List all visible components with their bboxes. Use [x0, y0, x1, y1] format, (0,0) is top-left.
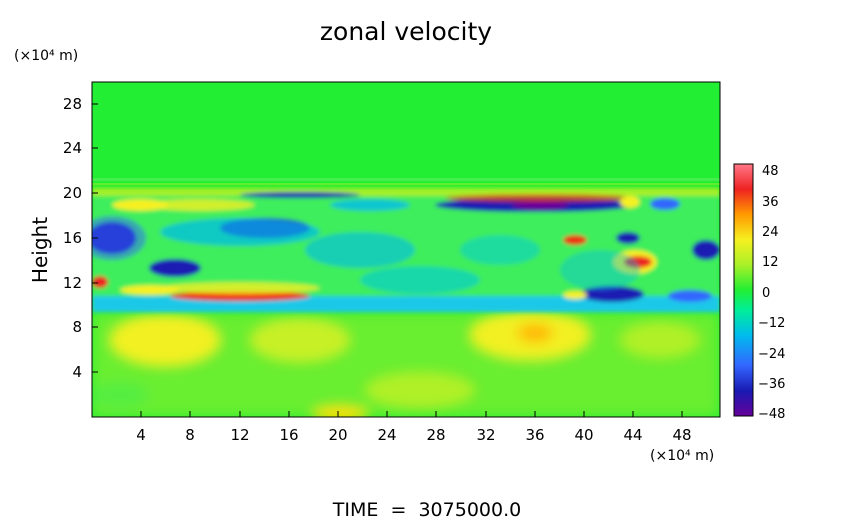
lower-blob — [365, 372, 475, 408]
anomaly — [305, 232, 415, 268]
upper-streak — [92, 183, 720, 185]
lower-blob — [620, 322, 700, 358]
anomaly — [92, 276, 108, 288]
anomaly — [445, 194, 635, 202]
x-tick-label: 36 — [525, 426, 544, 444]
y-tick-label: 20 — [63, 184, 82, 202]
band-edge — [92, 188, 720, 196]
heatmap-field — [92, 82, 720, 417]
x-tick-label: 28 — [426, 426, 445, 444]
y-tick-label: 8 — [72, 318, 82, 336]
y-axis-label: Height — [28, 217, 52, 283]
x-tick-label: 48 — [672, 426, 691, 444]
anomaly — [160, 218, 320, 246]
x-tick-label: 32 — [476, 426, 495, 444]
x-tick-label: 20 — [328, 426, 347, 444]
time-label: TIME = 3075000.0 — [332, 499, 521, 519]
x-tick-label: 8 — [185, 426, 195, 444]
anomaly — [668, 290, 712, 302]
x-tick-label: 44 — [623, 426, 642, 444]
anomaly — [563, 291, 587, 299]
colorbar-tick-label: 0 — [762, 286, 770, 301]
lower-blob — [517, 324, 553, 342]
x-axis: 4 8 12 16 20 24 28 32 36 40 44 48 — [136, 411, 692, 444]
x-axis-unit: (×10⁴ m) — [650, 448, 714, 464]
anomaly — [563, 235, 587, 245]
colorbar-gradient — [733, 163, 754, 417]
anomaly — [240, 192, 360, 198]
y-tick-label: 24 — [63, 139, 82, 157]
anomaly — [650, 198, 680, 210]
x-tick-label: 16 — [279, 426, 298, 444]
y-tick-label: 28 — [63, 95, 82, 113]
lower-blob — [250, 318, 350, 362]
x-tick-label: 12 — [230, 426, 249, 444]
colorbar: 48 36 24 12 0 −12 −24 −36 −48 — [733, 163, 785, 422]
chart-title: zonal velocity — [320, 17, 492, 46]
colorbar-tick-label: −12 — [758, 316, 785, 331]
colorbar-tick-label: −48 — [758, 407, 785, 422]
anomaly — [620, 196, 640, 208]
colorbar-tick-label: −24 — [758, 347, 785, 362]
lower-layer — [92, 310, 720, 417]
x-tick-label: 4 — [136, 426, 146, 444]
y-tick-label: 16 — [63, 229, 82, 247]
anomaly — [92, 216, 146, 260]
upper-streak — [92, 178, 720, 181]
colorbar-tick-label: −36 — [758, 377, 785, 392]
colorbar-tick-label: 12 — [762, 255, 779, 270]
y-tick-label: 12 — [63, 274, 82, 292]
plot-frame — [91, 81, 721, 418]
x-tick-label: 24 — [377, 426, 396, 444]
anomaly — [330, 199, 410, 211]
y-tick-label: 4 — [72, 363, 82, 381]
lower-blob — [312, 406, 368, 417]
colorbar-tick-label: 48 — [762, 164, 779, 179]
colorbar-tick-label: 36 — [762, 195, 779, 210]
anomaly — [149, 259, 201, 277]
y-axis-unit: (×10⁴ m) — [14, 48, 78, 64]
lower-blob — [92, 381, 150, 409]
anomaly — [360, 266, 480, 294]
anomaly — [145, 199, 255, 211]
anomaly — [692, 240, 720, 260]
lower-blob — [110, 314, 220, 366]
anomaly — [170, 291, 310, 301]
anomaly — [616, 232, 640, 244]
anomaly — [560, 250, 640, 290]
turbulent-band — [92, 188, 720, 312]
anomaly — [512, 200, 568, 210]
y-axis: 4 8 12 16 20 24 28 — [63, 95, 98, 381]
colorbar-tick-label: 24 — [762, 225, 779, 240]
anomaly — [580, 286, 644, 302]
x-tick-label: 40 — [574, 426, 593, 444]
anomaly — [160, 282, 320, 294]
anomaly — [460, 235, 540, 265]
